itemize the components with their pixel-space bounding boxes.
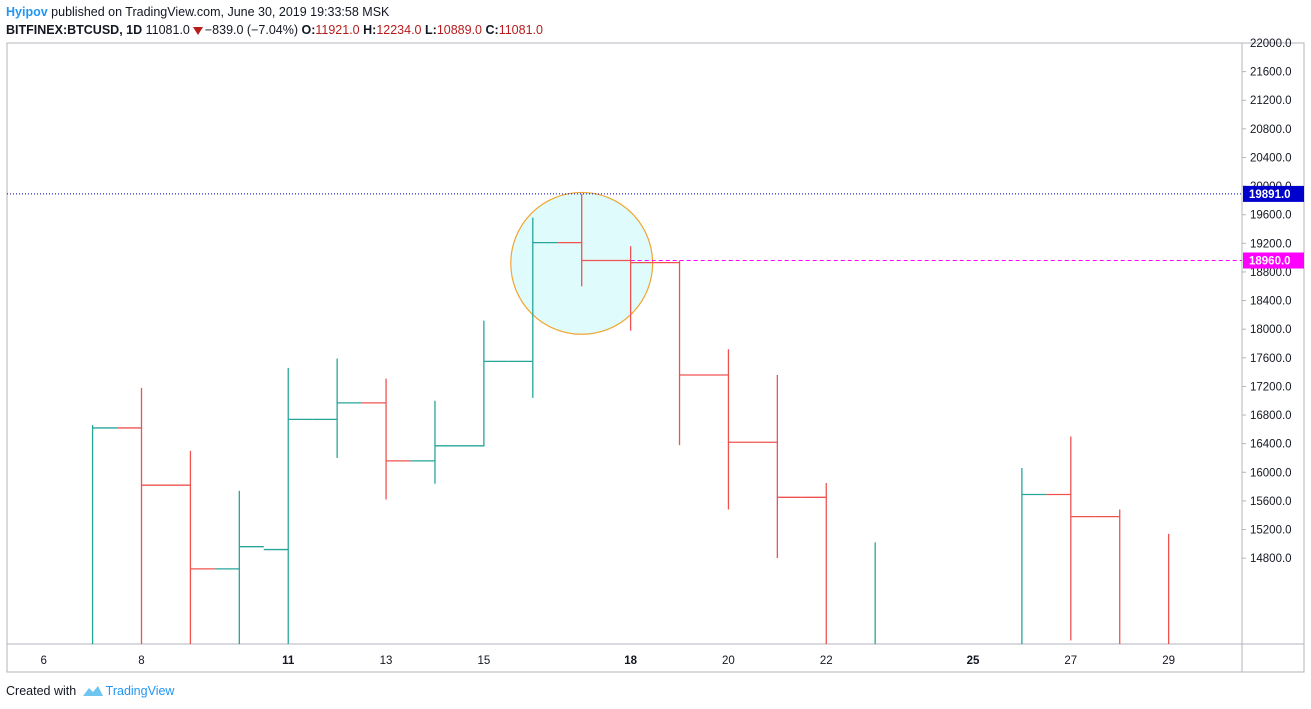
- y-tick-label: 19200.0: [1250, 238, 1292, 250]
- y-tick-label: 15600.0: [1250, 496, 1292, 508]
- y-tick-label: 16800.0: [1250, 410, 1292, 422]
- publish-text: published on TradingView.com, June 30, 2…: [51, 5, 390, 19]
- ohlc-bar[interactable]: [459, 320, 509, 447]
- ohlc-bar[interactable]: [91, 425, 118, 644]
- symbol-label: BITFINEX:BTCUSD, 1D: [6, 23, 143, 37]
- tradingview-logo-icon: [82, 686, 103, 696]
- price-label-bg: [1243, 252, 1304, 269]
- last-price: 11081.0: [145, 23, 190, 37]
- price-change: −839.0 (−7.04%): [204, 23, 298, 37]
- x-tick-label: 11: [282, 655, 295, 667]
- ohlc-bar[interactable]: [703, 349, 753, 510]
- y-tick-label: 18000.0: [1250, 324, 1292, 336]
- ohlc-bar[interactable]: [361, 378, 411, 500]
- close-value: 11081.0: [498, 23, 543, 37]
- ohlc-bar[interactable]: [606, 246, 656, 331]
- y-tick-label: 18400.0: [1250, 296, 1292, 308]
- open-label: O:: [301, 23, 316, 37]
- ohlc-bar[interactable]: [1046, 436, 1096, 641]
- ohlc-bar[interactable]: [557, 193, 607, 287]
- x-tick-label: 8: [138, 655, 144, 667]
- ohlc-bar[interactable]: [263, 367, 313, 644]
- y-tick-label: 17600.0: [1250, 353, 1292, 365]
- low-label: L:: [425, 23, 437, 37]
- price-label-text: 18960.0: [1249, 256, 1291, 268]
- y-tick-label: 20400.0: [1250, 152, 1292, 164]
- ohlc-bar[interactable]: [508, 217, 558, 398]
- low-value: 10889.0: [436, 23, 482, 37]
- y-tick-label: 22000.0: [1250, 38, 1292, 50]
- y-tick-label: 21600.0: [1250, 67, 1292, 79]
- x-tick-label: 13: [380, 655, 393, 667]
- x-tick-label: 25: [967, 655, 980, 667]
- y-tick-label: 18800.0: [1250, 267, 1292, 279]
- ohlc-legend: BITFINEX:BTCUSD, 1D 11081.0 −839.0 (−7.04…: [6, 23, 543, 37]
- ohlc-bar[interactable]: [752, 374, 802, 559]
- high-value: 12234.0: [376, 23, 422, 37]
- ohlc-bar[interactable]: [165, 450, 215, 644]
- price-label-bg: [1243, 185, 1304, 202]
- price-label-18960.0: 18960.0: [1243, 252, 1304, 269]
- ohlc-bar[interactable]: [801, 483, 827, 644]
- x-tick-label: 22: [820, 655, 833, 667]
- chart-publish-info: Hyipov published on TradingView.com, Jun…: [6, 5, 389, 19]
- y-tick-label: 21200.0: [1250, 95, 1292, 107]
- y-tick-label: 19600.0: [1250, 210, 1292, 222]
- ohlc-bar[interactable]: [655, 260, 704, 446]
- created-with-text: Created with: [6, 684, 77, 698]
- y-tick-label: 14800.0: [1250, 553, 1292, 565]
- ohlc-bar[interactable]: [1095, 509, 1121, 644]
- x-tick-label: 18: [624, 655, 637, 667]
- y-tick-label: 16000.0: [1250, 467, 1292, 479]
- tradingview-link[interactable]: TradingView: [105, 684, 175, 698]
- x-tick-label: 29: [1162, 655, 1175, 667]
- footer-credit: Created with TradingView: [6, 684, 174, 698]
- author-name[interactable]: Hyipov: [6, 5, 48, 19]
- ohlc-bar[interactable]: [312, 358, 362, 458]
- x-tick-label: 6: [40, 655, 46, 667]
- x-tick-label: 15: [477, 655, 490, 667]
- down-triangle-icon: [192, 27, 203, 35]
- close-label: C:: [485, 23, 499, 37]
- chart-frame: [6, 42, 1305, 673]
- x-tick-label: 20: [722, 655, 735, 667]
- ohlc-bar[interactable]: [410, 400, 460, 484]
- high-label: H:: [363, 23, 377, 37]
- ohlc-bar[interactable]: [214, 490, 264, 644]
- ohlc-bar[interactable]: [1021, 467, 1047, 644]
- price-label-19891.0: 19891.0: [1243, 185, 1304, 202]
- y-tick-label: 17200.0: [1250, 381, 1292, 393]
- price-label-text: 19891.0: [1249, 189, 1291, 201]
- y-tick-label: 15200.0: [1250, 525, 1292, 537]
- x-tick-label: 27: [1064, 655, 1077, 667]
- ohlc-bar[interactable]: [117, 387, 166, 644]
- open-value: 11921.0: [315, 23, 360, 37]
- y-tick-label: 16400.0: [1250, 439, 1292, 451]
- y-tick-label: 20800.0: [1250, 124, 1292, 136]
